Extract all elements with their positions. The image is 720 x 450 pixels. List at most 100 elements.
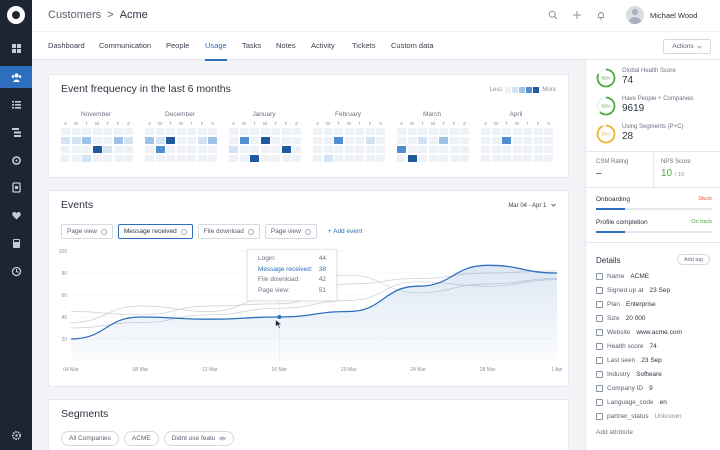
heatmap-cell[interactable] <box>92 128 102 135</box>
bell-icon[interactable] <box>596 10 606 20</box>
heatmap-cell[interactable] <box>208 128 217 135</box>
heatmap-cell[interactable] <box>533 137 543 144</box>
segment-chip[interactable]: Didnt use featu <box>163 431 235 446</box>
detail-row[interactable]: partner_status Unknown <box>596 413 682 420</box>
heatmap-cell[interactable] <box>365 128 375 135</box>
heatmap-cell[interactable] <box>145 137 154 144</box>
heatmap-cell[interactable] <box>271 128 280 135</box>
heatmap-cell[interactable] <box>208 155 217 162</box>
heatmap-cell[interactable] <box>491 155 501 162</box>
add-tag-button[interactable]: Add tag <box>677 254 710 265</box>
heatmap-cell[interactable] <box>239 137 249 144</box>
nav-item-clock[interactable] <box>0 260 32 282</box>
heatmap-cell[interactable] <box>376 155 385 162</box>
heatmap-cell[interactable] <box>176 146 186 153</box>
heatmap-cell[interactable] <box>481 146 490 153</box>
heatmap-cell[interactable] <box>544 155 553 162</box>
heatmap-cell[interactable] <box>376 137 385 144</box>
heatmap-cell[interactable] <box>61 137 70 144</box>
heatmap-cell[interactable] <box>365 155 375 162</box>
heatmap-cell[interactable] <box>502 146 511 153</box>
detail-row[interactable]: Name ACME <box>596 273 649 280</box>
heatmap-cell[interactable] <box>502 155 511 162</box>
heatmap-cell[interactable] <box>145 146 154 153</box>
heatmap-cell[interactable] <box>533 146 543 153</box>
heatmap-cell[interactable] <box>376 128 385 135</box>
tab-people[interactable]: People <box>166 41 190 50</box>
heatmap-cell[interactable] <box>397 128 406 135</box>
heatmap-cell[interactable] <box>197 128 207 135</box>
heatmap-cell[interactable] <box>281 155 291 162</box>
heatmap-cell[interactable] <box>250 137 259 144</box>
tab-tasks[interactable]: Tasks <box>242 41 262 50</box>
segment-chip[interactable]: All Companies <box>61 431 119 446</box>
heatmap-cell[interactable] <box>229 137 238 144</box>
heatmap-cell[interactable] <box>407 137 417 144</box>
heatmap-cell[interactable] <box>407 146 417 153</box>
heatmap-cell[interactable] <box>323 128 333 135</box>
heatmap-cell[interactable] <box>187 155 196 162</box>
heatmap-cell[interactable] <box>124 137 133 144</box>
heatmap-cell[interactable] <box>281 128 291 135</box>
heatmap-cell[interactable] <box>418 155 427 162</box>
heatmap-cell[interactable] <box>365 146 375 153</box>
nav-item-customers[interactable] <box>0 66 32 88</box>
heatmap-cell[interactable] <box>323 155 333 162</box>
heatmap-cell[interactable] <box>460 128 469 135</box>
heatmap-cell[interactable] <box>197 155 207 162</box>
heatmap-cell[interactable] <box>176 137 186 144</box>
heatmap-cell[interactable] <box>260 128 270 135</box>
heatmap-cell[interactable] <box>82 155 91 162</box>
heatmap-cell[interactable] <box>113 128 123 135</box>
heatmap-cell[interactable] <box>82 128 91 135</box>
heatmap-cell[interactable] <box>155 155 165 162</box>
detail-row[interactable]: Signed up at 23 Sep <box>596 287 670 294</box>
nav-item-heart[interactable] <box>0 204 32 226</box>
heatmap-cell[interactable] <box>439 155 448 162</box>
heatmap-cell[interactable] <box>260 155 270 162</box>
heatmap-cell[interactable] <box>439 146 448 153</box>
heatmap-cell[interactable] <box>334 146 343 153</box>
detail-row[interactable]: Language_code en <box>596 399 667 406</box>
heatmap-cell[interactable] <box>124 155 133 162</box>
heatmap-cell[interactable] <box>397 155 406 162</box>
date-range-picker[interactable]: Mar 04 - Apr 1 <box>508 203 556 209</box>
heatmap-cell[interactable] <box>428 146 438 153</box>
heatmap-cell[interactable] <box>523 128 532 135</box>
heatmap-cell[interactable] <box>544 137 553 144</box>
heatmap-cell[interactable] <box>103 146 112 153</box>
heatmap-cell[interactable] <box>439 137 448 144</box>
heatmap-cell[interactable] <box>428 128 438 135</box>
segment-chip[interactable]: ACME <box>123 431 159 446</box>
heatmap-cell[interactable] <box>71 146 81 153</box>
app-logo[interactable] <box>7 6 25 24</box>
heatmap-cell[interactable] <box>376 146 385 153</box>
heatmap-cell[interactable] <box>418 128 427 135</box>
detail-row[interactable]: Website www.acme.com <box>596 329 682 336</box>
nav-item-document[interactable] <box>0 176 32 198</box>
heatmap-cell[interactable] <box>512 146 522 153</box>
tab-activity[interactable]: Activity <box>311 41 335 50</box>
heatmap-cell[interactable] <box>145 128 154 135</box>
remove-icon[interactable] <box>180 228 187 235</box>
heatmap-cell[interactable] <box>334 128 343 135</box>
heatmap-cell[interactable] <box>418 137 427 144</box>
heatmap-cell[interactable] <box>533 155 543 162</box>
remove-icon[interactable] <box>247 228 254 235</box>
heatmap-cell[interactable] <box>113 146 123 153</box>
heatmap-cell[interactable] <box>523 155 532 162</box>
heatmap-cell[interactable] <box>355 137 364 144</box>
progress-tracker[interactable]: Onboarding Stuck <box>596 196 712 210</box>
heatmap-cell[interactable] <box>502 137 511 144</box>
add-icon[interactable] <box>572 10 582 20</box>
heatmap-cell[interactable] <box>250 128 259 135</box>
heatmap-cell[interactable] <box>491 146 501 153</box>
heatmap-cell[interactable] <box>481 155 490 162</box>
heatmap-cell[interactable] <box>71 155 81 162</box>
heatmap-cell[interactable] <box>481 137 490 144</box>
detail-row[interactable]: Company ID 9 <box>596 385 653 392</box>
nav-item-list[interactable] <box>0 93 32 115</box>
heatmap-cell[interactable] <box>449 128 459 135</box>
heatmap-cell[interactable] <box>449 155 459 162</box>
heatmap-cell[interactable] <box>428 137 438 144</box>
